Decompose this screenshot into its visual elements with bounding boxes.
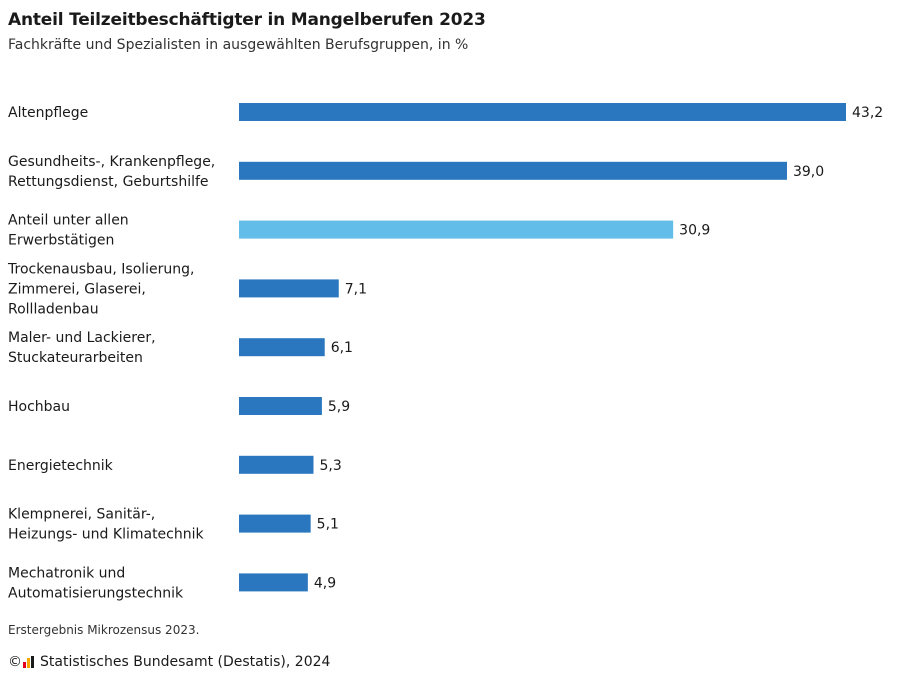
value-label-6: 5,3 — [319, 458, 341, 474]
category-label-line: Trockenausbau, Isolierung, — [7, 261, 195, 277]
bar-2 — [239, 220, 674, 239]
bar-6 — [239, 455, 314, 474]
value-label-0: 43,2 — [852, 105, 883, 121]
value-label-7: 5,1 — [317, 517, 339, 533]
category-label-line: Altenpflege — [8, 105, 88, 121]
bar-0 — [239, 103, 846, 121]
category-label-6: Energietechnik — [8, 458, 114, 474]
chart-subtitle: Fachkräfte und Spezialisten in ausgewähl… — [8, 37, 469, 53]
category-label-0: Altenpflege — [8, 105, 88, 121]
bar-7 — [239, 514, 311, 533]
category-label-line: Zimmerei, Glaserei, — [8, 281, 146, 297]
category-label-line: Heizungs- und Klimatechnik — [8, 527, 205, 543]
category-label-line: Maler- und Lackierer, — [8, 330, 156, 346]
category-label-line: Anteil unter allen — [8, 213, 129, 229]
category-label-line: Energietechnik — [8, 458, 114, 474]
value-label-2: 30,9 — [679, 223, 710, 239]
category-label-2: Anteil unter allen Erwerbstätigen — [8, 213, 129, 249]
destatis-logo-icon — [22, 656, 36, 668]
bar-3 — [239, 279, 339, 298]
value-label-1: 39,0 — [793, 164, 824, 180]
category-label-line: Erwerbstätigen — [8, 233, 114, 249]
category-label-line: Rollladenbau — [8, 301, 99, 317]
category-label-line: Stuckateurarbeiten — [8, 350, 143, 366]
category-label-line: Klempnerei, Sanitär-, — [8, 507, 155, 523]
category-label-7: Klempnerei, Sanitär-, Heizungs- und Klima… — [8, 507, 205, 543]
category-label-line: Hochbau — [8, 399, 70, 415]
category-label-line: Mechatronik und — [8, 565, 125, 581]
category-label-line: Automatisierungstechnik — [8, 585, 184, 601]
category-label-3: Trockenausbau, Isolierung, Zimmerei, Glas… — [7, 261, 195, 317]
value-label-4: 6,1 — [331, 340, 353, 356]
chart-title: Anteil Teilzeitbeschäftigter in Mangelbe… — [8, 10, 486, 30]
value-label-3: 7,1 — [345, 281, 367, 297]
footnote: Erstergebnis Mikrozensus 2023. — [8, 623, 200, 637]
bar-1 — [239, 161, 787, 180]
value-label-5: 5,9 — [328, 399, 350, 415]
category-label-line: Gesundheits-, Krankenpflege, — [8, 154, 215, 170]
source-text: Statistisches Bundesamt (Destatis), 2024 — [40, 654, 331, 670]
category-label-1: Gesundheits-, Krankenpflege, Rettungsdien… — [8, 154, 215, 190]
bar-5 — [239, 397, 322, 415]
category-label-5: Hochbau — [8, 399, 70, 415]
category-label-8: Mechatronik und Automatisierungstechnik — [8, 565, 184, 601]
category-label-4: Maler- und Lackierer, Stuckateurarbeiten — [8, 330, 156, 366]
bar-8 — [239, 573, 308, 592]
value-label-8: 4,9 — [314, 575, 336, 591]
bar-4 — [239, 338, 325, 357]
category-label-line: Rettungsdienst, Geburtshilfe — [8, 174, 209, 190]
source-line: © Statistisches Bundesamt (Destatis), 20… — [8, 654, 330, 670]
copyright-symbol: © — [8, 654, 22, 670]
